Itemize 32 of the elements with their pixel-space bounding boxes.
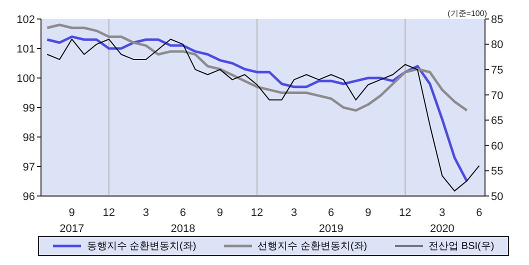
x-tick-label: 12 <box>399 207 412 219</box>
x-tick-label: 3 2020 <box>430 207 454 235</box>
x-tick-label: 9 <box>216 207 224 219</box>
y-tick-label: 102 <box>16 14 35 26</box>
y2-tick-label: 50 <box>491 190 504 203</box>
y2-tick-label: 80 <box>491 39 504 52</box>
x-tick-label: 3 <box>291 207 298 219</box>
x-tick-label: 12 <box>102 207 116 219</box>
y-tick-label: 96 <box>22 190 35 203</box>
y2-tick-label: 60 <box>491 140 504 152</box>
y2-tick-label: 55 <box>491 166 504 178</box>
legend-label: 전산업 BSI(우) <box>428 240 494 253</box>
y2-tick-label: 65 <box>491 115 504 128</box>
legend-label: 선행지수 순환변동치(좌) <box>256 240 368 253</box>
y-tick-label: 99 <box>22 102 35 114</box>
x-tick-label: 6 <box>476 207 482 219</box>
y-tick-label: 101 <box>16 43 35 56</box>
y-tick-label: 100 <box>16 72 35 85</box>
x-tick-label: 6 2018 <box>170 207 196 235</box>
y-tick-label: 97 <box>22 161 35 174</box>
y-tick-label: 98 <box>22 132 35 144</box>
legend-label: 동행지수 순환변동치(좌) <box>86 240 196 253</box>
x-tick-label: 9 <box>365 207 372 219</box>
line-series <box>46 24 468 112</box>
x-tick-label: 6 2019 <box>318 207 344 235</box>
y2-tick-label: 85 <box>491 14 504 26</box>
y2-tick-label: 75 <box>491 64 504 76</box>
text: (기준=100) <box>448 8 487 19</box>
x-tick-label: 9 2017 <box>60 207 84 235</box>
x-tick-label: 3 <box>142 207 149 219</box>
y2-tick-label: 70 <box>491 90 504 102</box>
x-tick-label: 12 <box>250 207 264 219</box>
